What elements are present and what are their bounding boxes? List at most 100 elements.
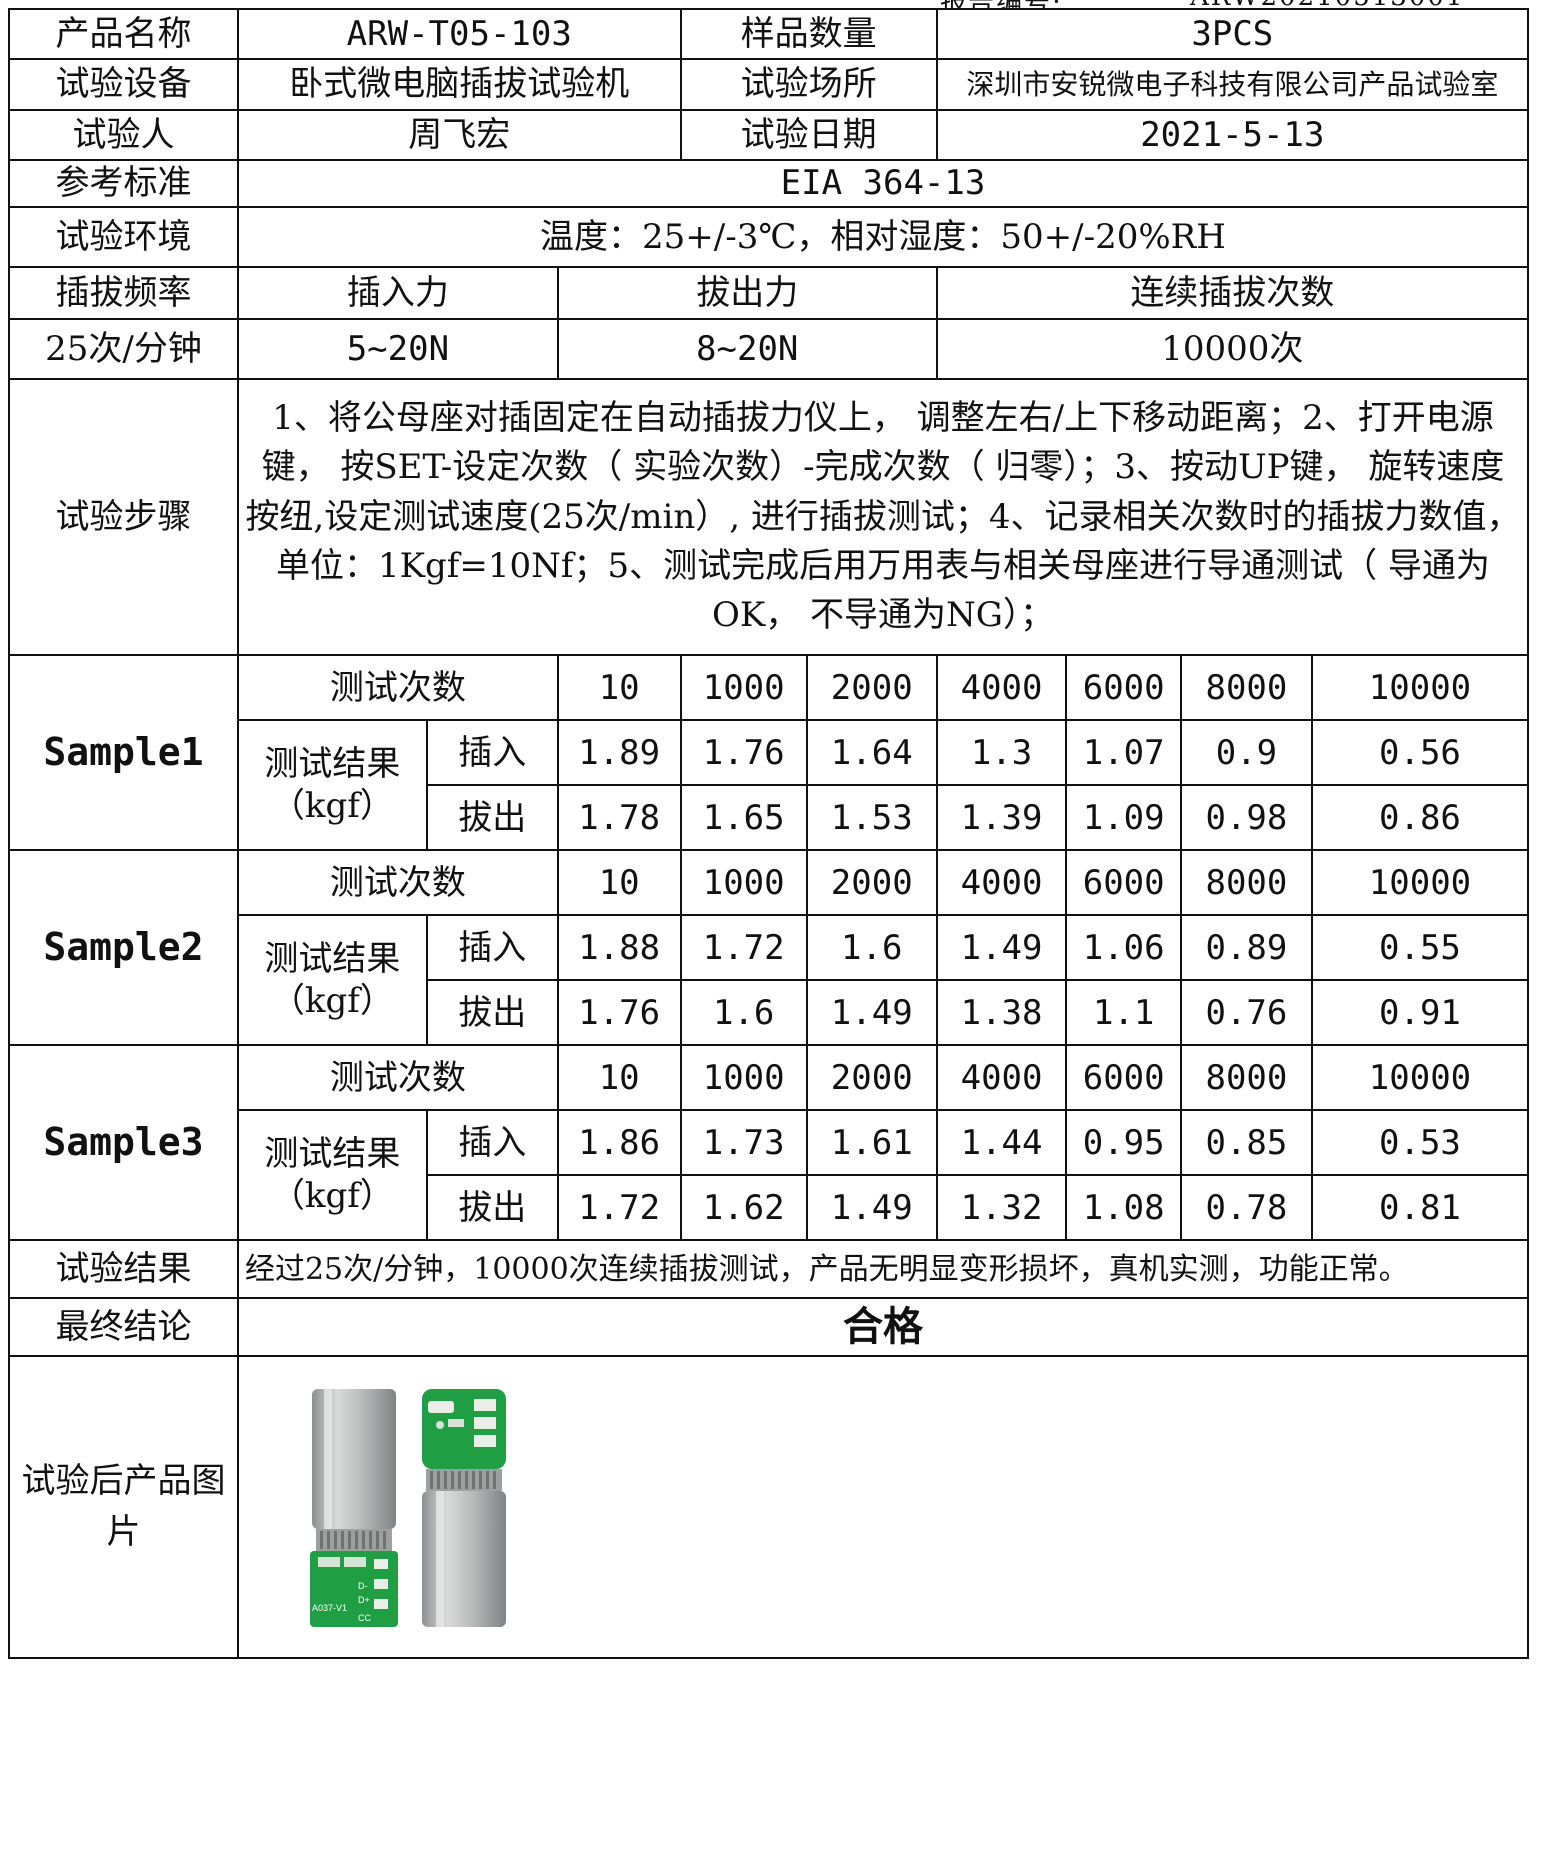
date-label: 试验日期 [679, 109, 938, 161]
count-label: 测试次数 [236, 654, 559, 722]
pcb-dminus-text: D- [358, 1581, 368, 1591]
sample3-extract-row: 拔出 1.72 1.62 1.49 1.32 1.08 0.78 0.81 [9, 1174, 1530, 1242]
sample1-insert-row: 测试结果 （kgf） 插入 1.89 1.76 1.64 1.3 1.07 0.9… [9, 719, 1530, 852]
sample1-count-row: Sample1 测试次数 10 1000 2000 4000 6000 8000… [8, 654, 1530, 852]
equipment: 卧式微电脑插拔试验机 [236, 58, 682, 111]
count-cell: 8000 [1179, 1044, 1313, 1112]
result-label: 试验结果 [8, 1239, 239, 1300]
insert-value: 1.73 [679, 1109, 808, 1177]
extract-value: 1.08 [1065, 1174, 1182, 1242]
count-cell: 10000 [1310, 1044, 1530, 1112]
extract-force: 8~20N [556, 318, 938, 380]
tester-label: 试验人 [8, 109, 239, 161]
environment-label: 试验环境 [8, 206, 239, 268]
pcb-dplus-text: D+ [358, 1595, 370, 1605]
result-label-text: 测试结果 [264, 1133, 401, 1174]
count-cell: 10 [556, 849, 682, 917]
extract-value: 1.78 [556, 784, 682, 852]
product-name-label: 产品名称 [8, 8, 239, 60]
row-equipment: 试验设备 卧式微电脑插拔试验机 试验场所 深圳市安锐微电子科技有限公司产品试验室 [8, 58, 1530, 111]
result-label: 测试结果 （kgf） [236, 1109, 428, 1242]
row-environment: 试验环境 温度：25+/-3℃，相对湿度：50+/-20%RH [8, 206, 1530, 268]
connector-photo-1: A037-V1 D- D+ CC [309, 1389, 398, 1628]
extract-value: 1.39 [935, 784, 1068, 852]
insert-value: 0.85 [1179, 1109, 1313, 1177]
count-cell: 2000 [805, 1044, 938, 1112]
sample3-count-row: Sample3 测试次数 10 1000 2000 4000 6000 8000… [8, 1044, 1530, 1242]
report-number-fragment: 报告编号: ARW20210513001 [940, 0, 1500, 8]
equipment-label: 试验设备 [8, 58, 239, 111]
tester: 周飞宏 [236, 109, 682, 161]
extract-label: 拔出 [425, 784, 559, 852]
insert-value: 0.9 [1179, 719, 1313, 787]
result-text: 经过25次/分钟，10000次连续插拔测试，产品无明显变形损坏，真机实测，功能正… [236, 1239, 1530, 1300]
location: 深圳市安锐微电子科技有限公司产品试验室 [935, 58, 1530, 111]
extract-value: 1.38 [935, 979, 1068, 1047]
sample2-extract-row: 拔出 1.76 1.6 1.49 1.38 1.1 0.76 0.91 [9, 979, 1530, 1047]
insert-value: 0.95 [1065, 1109, 1182, 1177]
pcb-cc-text: CC [358, 1613, 371, 1623]
standard: EIA 364-13 [236, 159, 1530, 208]
count-cell: 1000 [679, 849, 808, 917]
insert-value: 0.56 [1310, 719, 1530, 787]
insert-value: 1.06 [1065, 914, 1182, 982]
extract-value: 1.72 [556, 1174, 682, 1242]
extract-value: 1.53 [805, 784, 938, 852]
row-standard: 参考标准 EIA 364-13 [8, 159, 1530, 208]
extract-value: 1.1 [1065, 979, 1182, 1047]
count-cell: 4000 [935, 654, 1068, 722]
sample2-count-row: Sample2 测试次数 10 1000 2000 4000 6000 8000… [8, 849, 1530, 1047]
insert-value: 1.3 [935, 719, 1068, 787]
count-label: 测试次数 [236, 1044, 559, 1112]
count-cell: 1000 [679, 654, 808, 722]
insert-value: 0.53 [1310, 1109, 1530, 1177]
insert-label: 插入 [425, 719, 559, 787]
unit-label: （kgf） [270, 981, 394, 1022]
count-cell: 10000 [1310, 654, 1530, 722]
count-cell: 8000 [1179, 849, 1313, 917]
count-cell: 2000 [805, 654, 938, 722]
sample-qty-label: 样品数量 [679, 8, 938, 60]
count-label: 测试次数 [236, 849, 559, 917]
insert-value: 1.61 [805, 1109, 938, 1177]
sample2-name: Sample2 [8, 849, 239, 1047]
extract-value: 1.76 [556, 979, 682, 1047]
extract-force-label: 拔出力 [556, 266, 938, 320]
insert-force-label: 插入力 [236, 266, 559, 320]
report-number-value: ARW20210513001 [1190, 0, 1464, 8]
extract-value: 1.49 [805, 1174, 938, 1242]
sample1-extract-row: 拔出 1.78 1.65 1.53 1.39 1.09 0.98 0.86 [9, 784, 1530, 852]
cycles-label: 连续插拔次数 [935, 266, 1530, 320]
row-tester: 试验人 周飞宏 试验日期 2021-5-13 [8, 109, 1530, 161]
row-conclusion: 最终结论 合格 [8, 1297, 1530, 1358]
product-photos: A037-V1 D- D+ CC [240, 1358, 1526, 1656]
extract-value: 0.81 [1310, 1174, 1530, 1242]
environment: 温度：25+/-3℃，相对湿度：50+/-20%RH [236, 206, 1530, 268]
row-params-header: 插拔频率 插入力 拔出力 连续插拔次数 [8, 266, 1530, 320]
extract-value: 0.76 [1179, 979, 1313, 1047]
count-cell: 10 [556, 1044, 682, 1112]
count-cell: 8000 [1179, 654, 1313, 722]
count-cell: 4000 [935, 1044, 1068, 1112]
sample1-name: Sample1 [8, 654, 239, 852]
extract-label: 拔出 [425, 979, 559, 1047]
steps-label: 试验步骤 [8, 377, 239, 657]
product-name: ARW-T05-103 [236, 8, 682, 60]
photo-label: 试验后产品图片 [8, 1355, 239, 1660]
conclusion-label: 最终结论 [8, 1297, 239, 1358]
connector-photo-2 [421, 1389, 506, 1628]
result-label: 测试结果 （kgf） [236, 914, 428, 1047]
extract-label: 拔出 [425, 1174, 559, 1242]
count-cell: 10000 [1310, 849, 1530, 917]
count-cell: 10 [556, 654, 682, 722]
unit-label: （kgf） [270, 1176, 394, 1217]
photo-cell: A037-V1 D- D+ CC [236, 1355, 1530, 1660]
sample2-insert-row: 测试结果 （kgf） 插入 1.88 1.72 1.6 1.49 1.06 0.8… [9, 914, 1530, 1047]
insert-value: 1.88 [556, 914, 682, 982]
row-result: 试验结果 经过25次/分钟，10000次连续插拔测试，产品无明显变形损坏，真机实… [8, 1239, 1530, 1300]
extract-value: 0.98 [1179, 784, 1313, 852]
extract-value: 1.62 [679, 1174, 808, 1242]
row-steps: 试验步骤 1、将公母座对插固定在自动插拔力仪上， 调整左右/上下移动距离；2、打… [8, 377, 1530, 657]
report-number-label: 报告编号: [940, 0, 1063, 8]
insert-value: 0.89 [1179, 914, 1313, 982]
